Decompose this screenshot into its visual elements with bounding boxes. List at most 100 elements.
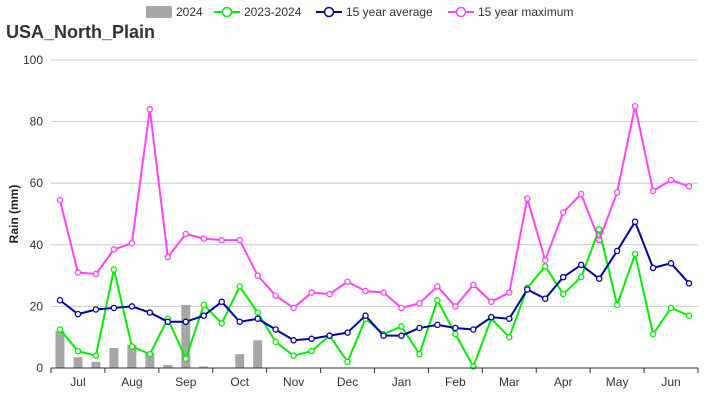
point bbox=[595, 236, 603, 244]
point bbox=[254, 315, 261, 322]
point bbox=[595, 226, 603, 233]
x-tick-label: Jul bbox=[70, 375, 85, 389]
point bbox=[631, 218, 639, 225]
point bbox=[272, 326, 279, 333]
point bbox=[272, 292, 279, 299]
x-tick-label: Jun bbox=[661, 375, 680, 389]
bar bbox=[235, 354, 245, 368]
point bbox=[613, 189, 621, 196]
point bbox=[613, 247, 621, 255]
legend-label-2024: 2024 bbox=[176, 5, 203, 19]
bar bbox=[55, 331, 65, 368]
point bbox=[577, 273, 585, 281]
point bbox=[559, 290, 567, 298]
point bbox=[146, 350, 154, 358]
x-tick-label: Feb bbox=[445, 375, 466, 389]
point bbox=[326, 290, 333, 298]
series-line-15-year-maximum bbox=[59, 105, 690, 309]
point bbox=[56, 296, 64, 304]
point bbox=[559, 273, 567, 281]
bar bbox=[253, 340, 263, 368]
legend-label-2023-2024: 2023-2024 bbox=[244, 5, 302, 19]
point bbox=[559, 209, 567, 216]
point bbox=[182, 230, 190, 238]
point bbox=[236, 283, 243, 290]
y-tick-label: 0 bbox=[36, 361, 43, 375]
point bbox=[164, 318, 172, 326]
point bbox=[254, 309, 261, 316]
point bbox=[290, 337, 297, 344]
point bbox=[577, 261, 585, 269]
x-tick-label: Mar bbox=[499, 375, 520, 389]
point bbox=[649, 330, 657, 338]
point bbox=[452, 303, 459, 310]
grid: 0 20 40 60 80 100 bbox=[23, 53, 698, 375]
point bbox=[182, 318, 190, 326]
legend-label-15-year-average: 15 year average bbox=[346, 5, 433, 19]
x-tick-label: Sep bbox=[175, 375, 197, 389]
legend-item-15-year-average[interactable]: 15 year average bbox=[316, 5, 433, 19]
point bbox=[398, 323, 405, 330]
y-tick-label: 100 bbox=[23, 53, 43, 67]
line-series bbox=[56, 102, 693, 370]
point bbox=[164, 253, 172, 261]
line-series-15-year-average bbox=[56, 218, 693, 344]
point bbox=[344, 358, 351, 366]
bar bbox=[127, 344, 137, 368]
point bbox=[308, 335, 315, 342]
point bbox=[685, 312, 693, 319]
point bbox=[470, 326, 477, 333]
point bbox=[649, 187, 657, 195]
point bbox=[416, 300, 423, 307]
x-tick-label: Oct bbox=[230, 375, 249, 389]
y-tick-label: 60 bbox=[30, 176, 44, 190]
legend-item-2023-2024[interactable]: 2023-2024 bbox=[214, 5, 302, 19]
point bbox=[434, 296, 441, 304]
point bbox=[685, 183, 693, 190]
legend-label-15-year-maximum: 15 year maximum bbox=[478, 5, 573, 19]
x-tick-label: Nov bbox=[283, 375, 304, 389]
x-tick-label: Aug bbox=[121, 375, 142, 389]
x-tick-label: May bbox=[606, 375, 629, 389]
point bbox=[506, 315, 513, 322]
point bbox=[416, 350, 423, 358]
y-tick-label: 20 bbox=[30, 299, 44, 313]
x-tick-label: Dec bbox=[337, 375, 358, 389]
bar-series-2024 bbox=[55, 304, 263, 368]
axes: Jul Aug Sep Oct Nov Dec Jan Feb Mar Apr May Jun bbox=[50, 367, 699, 389]
point bbox=[200, 235, 208, 242]
point bbox=[200, 312, 208, 319]
bar bbox=[163, 364, 173, 368]
legend-item-15-year-maximum[interactable]: 15 year maximum bbox=[448, 5, 573, 19]
x-tick-label: Apr bbox=[554, 375, 573, 389]
y-axis-title: Rain (mm) bbox=[7, 185, 21, 244]
point bbox=[380, 332, 387, 339]
point bbox=[128, 343, 136, 350]
point bbox=[92, 352, 100, 359]
point bbox=[488, 313, 495, 321]
point bbox=[595, 275, 603, 282]
x-tick-label: Jan bbox=[392, 375, 411, 389]
point bbox=[667, 176, 675, 184]
point bbox=[290, 352, 297, 359]
series-line-15-year-average bbox=[59, 220, 690, 342]
point bbox=[506, 333, 513, 341]
point bbox=[308, 289, 315, 296]
point bbox=[254, 272, 261, 279]
point bbox=[452, 330, 459, 338]
point bbox=[362, 312, 369, 319]
legend-item-2024[interactable]: 2024 bbox=[146, 5, 203, 19]
point bbox=[344, 278, 351, 286]
point bbox=[541, 263, 549, 270]
point bbox=[128, 240, 136, 247]
chart-title: USA_North_Plain bbox=[6, 22, 155, 42]
bar bbox=[199, 366, 209, 368]
legend[interactable]: 2024 2023-2024 15 year average 15 year m… bbox=[146, 5, 573, 19]
point bbox=[272, 338, 279, 346]
point bbox=[416, 324, 423, 332]
line-series-15-year-maximum bbox=[56, 102, 693, 312]
point bbox=[326, 332, 333, 339]
point bbox=[236, 318, 243, 326]
point bbox=[110, 246, 118, 253]
